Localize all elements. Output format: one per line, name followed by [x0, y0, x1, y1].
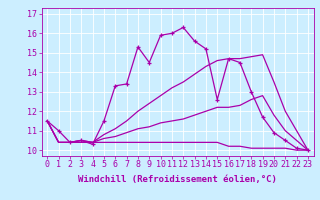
X-axis label: Windchill (Refroidissement éolien,°C): Windchill (Refroidissement éolien,°C) [78, 175, 277, 184]
